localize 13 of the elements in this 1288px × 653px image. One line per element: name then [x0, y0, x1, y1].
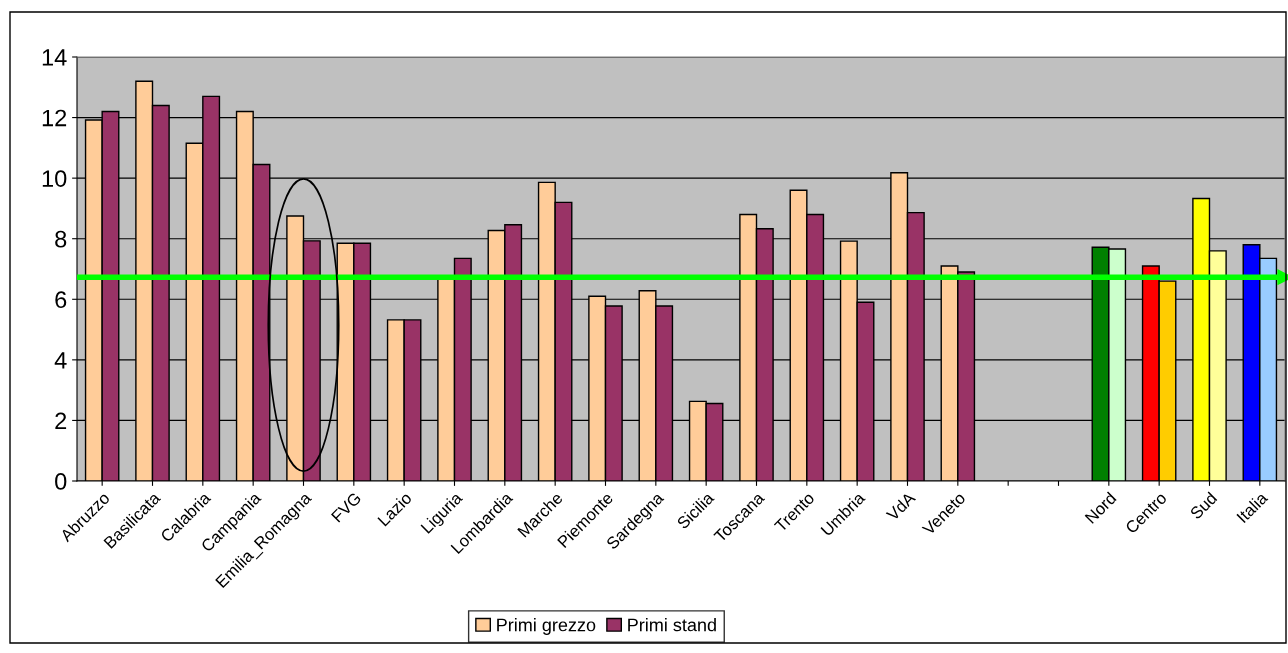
y-tick-label: 4	[54, 352, 67, 369]
y-tick-label: 2	[55, 412, 67, 429]
y-tick-label: 10	[42, 170, 67, 187]
y-tick-label: 0	[55, 473, 67, 490]
x-tick-label: VdA	[885, 490, 917, 522]
y-tick-label: 8	[55, 230, 67, 248]
x-tick-label: Sud	[1189, 491, 1218, 520]
y-tick-label: 14	[42, 49, 67, 66]
legend-label: Primi grezzo	[497, 618, 596, 635]
x-tick-label: Italia	[1236, 490, 1269, 524]
y-tick-label: 12	[42, 109, 67, 127]
y-tick-label: 6	[55, 291, 67, 309]
legend-label: Primi stand	[628, 618, 716, 632]
